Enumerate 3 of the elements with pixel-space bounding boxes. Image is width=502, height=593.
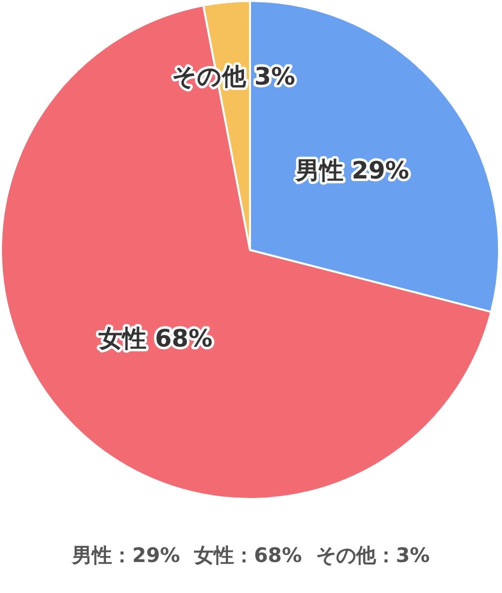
text: 男性：29% 女性：68% その他：3% — [71, 543, 430, 567]
slice-label: 男性 29% — [294, 156, 410, 185]
slice-label: 女性 68% — [98, 324, 213, 353]
